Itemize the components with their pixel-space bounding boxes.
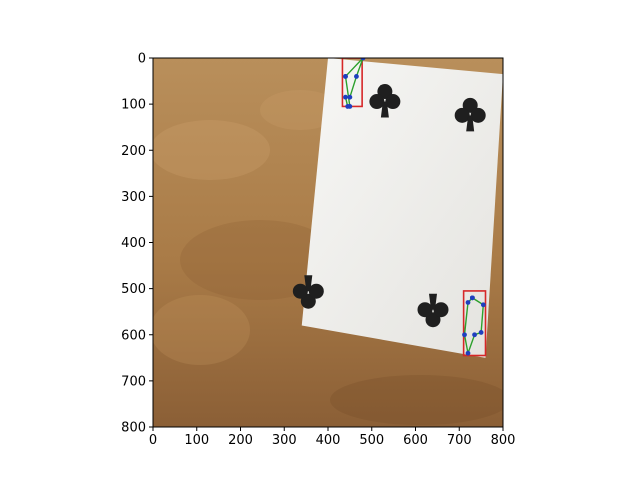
y-tick-label: 800 (121, 421, 146, 436)
bottom-right-index-outline (462, 295, 486, 356)
bottom-right-index-outline-line (463, 297, 485, 356)
x-tick-label: 700 (447, 433, 472, 448)
club-symbol-2 (454, 97, 486, 132)
keypoint-polygons (343, 58, 486, 356)
keypoint (472, 332, 477, 338)
keypoint (354, 74, 359, 79)
y-tick-label: 600 (121, 328, 146, 343)
y-tick-label: 300 (121, 190, 146, 205)
top-left-index-outline (343, 58, 366, 109)
x-tick-label: 800 (491, 433, 516, 448)
x-tick-label: 300 (272, 433, 297, 448)
club-symbol-3 (292, 275, 324, 309)
plot-image (153, 58, 503, 427)
corner-index-top-left-box (341, 58, 363, 108)
club-symbol-4 (417, 293, 449, 328)
corner-index-bottom-right-box (462, 290, 487, 357)
club-symbols (292, 84, 486, 328)
x-tick-label: 100 (184, 433, 209, 448)
surface-texture (153, 90, 503, 425)
y-tick-label: 0 (138, 52, 146, 67)
bounding-boxes (341, 58, 487, 357)
y-tick-label: 400 (121, 236, 146, 251)
keypoint (465, 350, 471, 356)
y-tick-label: 700 (121, 374, 146, 389)
x-axis: 0 100 200 300 400 500 600 700 800 (149, 427, 516, 448)
keypoint (462, 332, 467, 338)
club-symbol-1 (369, 84, 401, 118)
keypoint (347, 104, 353, 109)
y-tick-label: 500 (121, 282, 146, 297)
y-axis: 0 100 200 300 400 500 600 700 800 (121, 52, 153, 436)
x-tick-label: 400 (316, 433, 341, 448)
x-tick-label: 0 (149, 433, 157, 448)
keypoint (465, 300, 471, 305)
x-tick-label: 200 (228, 433, 253, 448)
x-tick-label: 600 (403, 433, 428, 448)
keypoint (480, 302, 486, 308)
keypoint (343, 74, 348, 79)
keypoint (360, 58, 366, 61)
y-tick-label: 100 (121, 98, 146, 113)
keypoint (347, 94, 353, 100)
keypoint (343, 94, 348, 100)
keypoint (469, 295, 475, 301)
x-tick-label: 500 (359, 433, 384, 448)
keypoint (478, 330, 484, 335)
y-tick-label: 200 (121, 144, 146, 159)
playing-card (301, 58, 503, 358)
